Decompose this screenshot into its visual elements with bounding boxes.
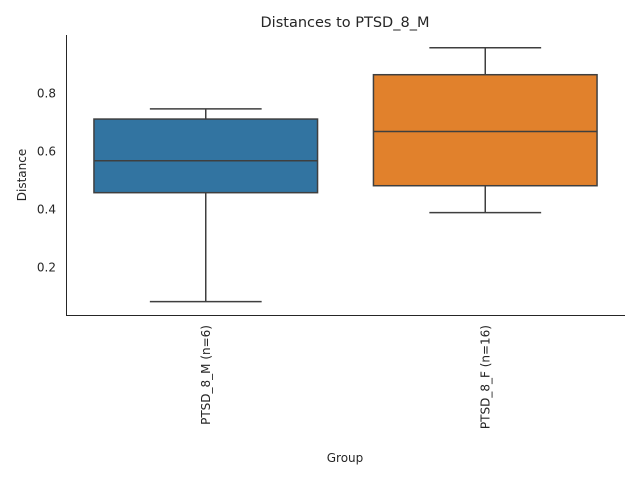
box-0 <box>93 118 319 194</box>
y-tick-label: 0.2 <box>37 260 56 274</box>
x-axis-label: Group <box>327 451 364 465</box>
box-1 <box>372 73 598 187</box>
y-tick-label: 0.8 <box>37 86 56 100</box>
y-tick-label: 0.6 <box>37 144 56 158</box>
x-tick-label: PTSD_8_M (n=6) <box>199 325 213 425</box>
chart-title: Distances to PTSD_8_M <box>261 15 430 31</box>
y-tick-label: 0.4 <box>37 202 56 216</box>
y-axis-label: Distance <box>15 149 29 201</box>
x-tick-label: PTSD_8_F (n=16) <box>478 325 492 429</box>
